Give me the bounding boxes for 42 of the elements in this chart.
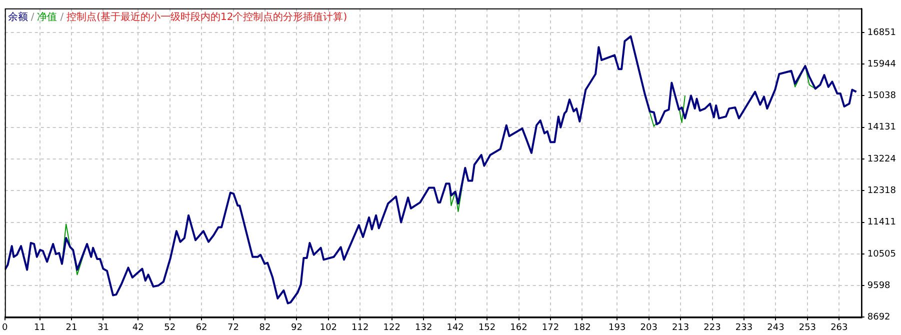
- x-tick-label: 21: [66, 322, 78, 333]
- x-tick-label: 112: [352, 322, 369, 333]
- annotation: /: [60, 12, 64, 24]
- x-tick-label: 31: [97, 322, 109, 333]
- y-tick-label: 16851: [867, 28, 896, 38]
- x-tick-label: 82: [259, 322, 271, 333]
- x-tick-label: 162: [510, 322, 528, 333]
- x-tick-label: 152: [478, 322, 496, 333]
- x-tick-label: 233: [735, 322, 753, 333]
- x-tick-label: 193: [608, 322, 626, 333]
- x-tick-label: 0: [2, 322, 8, 333]
- x-tick-label: 263: [830, 322, 848, 333]
- y-tick-label: 10505: [867, 249, 896, 260]
- x-tick-label: 142: [446, 322, 464, 333]
- x-tick-label: 72: [228, 322, 239, 333]
- x-tick-label: 122: [383, 322, 400, 333]
- legend-label: 控制点(基于最近的小一级时段内的12个控制点的分形插值计算): [66, 12, 348, 24]
- x-tick-label: 172: [542, 322, 560, 333]
- y-tick-label: 8692: [867, 312, 890, 323]
- annotation: /: [30, 12, 34, 24]
- x-tick-label: 253: [798, 322, 816, 333]
- x-tick-label: 132: [415, 322, 432, 333]
- x-tick-label: 182: [574, 322, 591, 333]
- y-tick-label: 12318: [867, 186, 896, 196]
- y-tick-label: 15944: [867, 59, 896, 70]
- x-tick-label: 42: [132, 322, 144, 333]
- x-tick-label: 11: [34, 322, 46, 333]
- text: 净值: [37, 12, 58, 24]
- x-tick-label: 92: [290, 322, 302, 333]
- x-tick-label: 223: [704, 322, 721, 333]
- y-tick-label: 9598: [867, 280, 891, 291]
- x-tick-label: 243: [767, 322, 784, 333]
- x-tick-label: 203: [640, 322, 658, 333]
- x-tick-label: 102: [320, 322, 338, 333]
- x-tick-label: 52: [164, 322, 176, 333]
- x-tick-label: 62: [196, 322, 208, 333]
- y-tick-label: 11411: [867, 218, 896, 228]
- y-tick-label: 15038: [867, 91, 896, 102]
- x-tick-label: 213: [672, 322, 690, 333]
- y-tick-label: 14131: [867, 122, 896, 133]
- text: 余额: [8, 12, 28, 24]
- y-tick-label: 13224: [867, 154, 896, 164]
